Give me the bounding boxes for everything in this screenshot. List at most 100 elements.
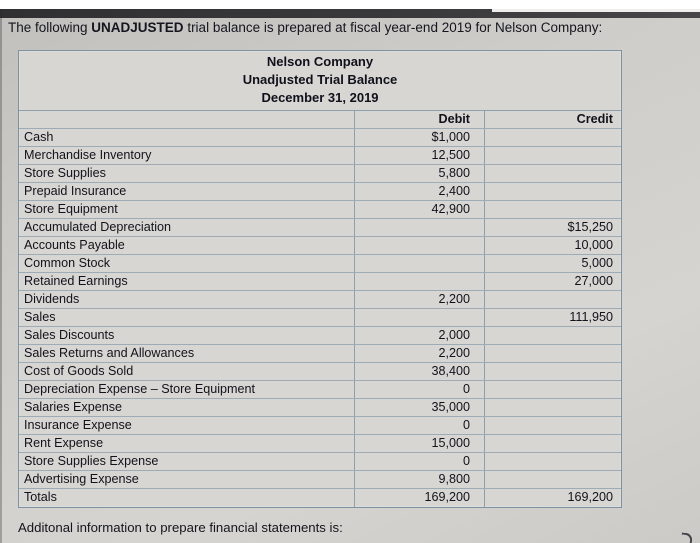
credit-cell bbox=[485, 435, 621, 452]
debit-cell bbox=[355, 219, 485, 236]
account-cell: Totals bbox=[19, 489, 355, 507]
account-cell: Depreciation Expense – Store Equipment bbox=[19, 381, 355, 398]
account-column-header bbox=[19, 111, 355, 128]
table-row: Dividends 2,200 bbox=[19, 291, 621, 309]
account-cell: Sales Returns and Allowances bbox=[19, 345, 355, 362]
table-row: Store Equipment 42,900 bbox=[19, 201, 621, 219]
credit-cell bbox=[485, 453, 621, 470]
debit-cell bbox=[355, 309, 485, 326]
debit-column-header: Debit bbox=[355, 111, 485, 128]
footer-text: Additonal information to prepare financi… bbox=[18, 520, 343, 535]
debit-cell bbox=[355, 237, 485, 254]
account-cell: Salaries Expense bbox=[19, 399, 355, 416]
account-cell: Merchandise Inventory bbox=[19, 147, 355, 164]
debit-cell: 2,000 bbox=[355, 327, 485, 344]
account-cell: Store Supplies bbox=[19, 165, 355, 182]
credit-cell: 10,000 bbox=[574, 238, 613, 252]
account-cell: Store Equipment bbox=[19, 201, 355, 218]
credit-cell bbox=[485, 399, 621, 416]
table-row: Retained Earnings 27,000 bbox=[19, 273, 621, 291]
table-row: Totals 169,200 169,200 bbox=[19, 489, 621, 507]
account-cell: Retained Earnings bbox=[19, 273, 355, 290]
debit-cell bbox=[355, 273, 485, 290]
photo-background: The following UNADJUSTED trial balance i… bbox=[0, 9, 700, 543]
credit-cell: 111,950 bbox=[569, 310, 613, 324]
debit-cell: 5,800 bbox=[355, 165, 485, 182]
table-row: Store Supplies 5,800 bbox=[19, 165, 621, 183]
debit-cell: 15,000 bbox=[355, 435, 485, 452]
credit-cell bbox=[485, 363, 621, 380]
account-cell: Prepaid Insurance bbox=[19, 183, 355, 200]
credit-cell: 27,000 bbox=[574, 274, 613, 288]
table-row: Merchandise Inventory 12,500 bbox=[19, 147, 621, 165]
photo-top-light-edge bbox=[492, 9, 700, 12]
debit-cell: 42,900 bbox=[355, 201, 485, 218]
debit-cell: 38,400 bbox=[355, 363, 485, 380]
statement-date: December 31, 2019 bbox=[261, 90, 379, 105]
account-cell: Accumulated Depreciation bbox=[19, 219, 355, 236]
table-row: Rent Expense 15,000 bbox=[19, 435, 621, 453]
debit-cell: 2,200 bbox=[355, 345, 485, 362]
account-cell: Sales Discounts bbox=[19, 327, 355, 344]
table-row: Cash $1,000 bbox=[19, 129, 621, 147]
credit-column-header: Credit bbox=[576, 112, 613, 126]
table-row: Insurance Expense 0 bbox=[19, 417, 621, 435]
credit-cell bbox=[485, 129, 621, 146]
credit-cell bbox=[485, 147, 621, 164]
intro-bold: UNADJUSTED bbox=[91, 20, 184, 35]
intro-suffix: trial balance is prepared at fiscal year… bbox=[183, 20, 603, 35]
column-header-row: Debit Credit bbox=[19, 111, 621, 129]
table-row: Cost of Goods Sold 38,400 bbox=[19, 363, 621, 381]
debit-cell: 0 bbox=[355, 453, 485, 470]
credit-cell bbox=[485, 165, 621, 182]
credit-cell bbox=[485, 201, 621, 218]
table-row: Prepaid Insurance 2,400 bbox=[19, 183, 621, 201]
debit-cell: 35,000 bbox=[355, 399, 485, 416]
credit-cell: $15,250 bbox=[567, 220, 613, 234]
account-cell: Sales bbox=[19, 309, 355, 326]
debit-cell: 0 bbox=[355, 381, 485, 398]
table-row: Sales 111,950 bbox=[19, 309, 621, 327]
table-row: Store Supplies Expense 0 bbox=[19, 453, 621, 471]
trial-balance-table: Nelson Company Unadjusted Trial Balance … bbox=[18, 50, 622, 508]
table-title-block: Nelson Company Unadjusted Trial Balance … bbox=[19, 51, 621, 111]
account-cell: Common Stock bbox=[19, 255, 355, 272]
account-cell: Accounts Payable bbox=[19, 237, 355, 254]
scribble-icon bbox=[680, 532, 693, 543]
credit-cell bbox=[485, 471, 621, 488]
credit-cell bbox=[485, 291, 621, 308]
table-row: Common Stock 5,000 bbox=[19, 255, 621, 273]
intro-prefix: The following bbox=[8, 20, 92, 35]
debit-cell: $1,000 bbox=[355, 129, 485, 146]
table-row: Accounts Payable 10,000 bbox=[19, 237, 621, 255]
credit-cell bbox=[485, 417, 621, 434]
table-row: Salaries Expense 35,000 bbox=[19, 399, 621, 417]
table-row: Depreciation Expense – Store Equipment 0 bbox=[19, 381, 621, 399]
company-name: Nelson Company bbox=[266, 54, 374, 69]
credit-cell: 5,000 bbox=[581, 256, 613, 270]
debit-cell: 2,400 bbox=[355, 183, 485, 200]
account-cell: Dividends bbox=[19, 291, 355, 308]
debit-cell: 9,800 bbox=[355, 471, 485, 488]
debit-cell: 169,200 bbox=[355, 489, 485, 507]
debit-cell: 0 bbox=[355, 417, 485, 434]
table-rows: Cash $1,000 Merchandise Inventory 12,500… bbox=[19, 129, 621, 507]
credit-cell bbox=[485, 327, 621, 344]
account-cell: Rent Expense bbox=[19, 435, 355, 452]
photo-top-edge bbox=[0, 9, 700, 18]
account-cell: Cost of Goods Sold bbox=[19, 363, 355, 380]
credit-cell: 169,200 bbox=[567, 490, 613, 504]
debit-cell bbox=[355, 255, 485, 272]
account-cell: Advertising Expense bbox=[19, 471, 355, 488]
account-cell: Store Supplies Expense bbox=[19, 453, 355, 470]
account-cell: Insurance Expense bbox=[19, 417, 355, 434]
debit-cell: 2,200 bbox=[355, 291, 485, 308]
table-row: Sales Discounts 2,000 bbox=[19, 327, 621, 345]
table-row: Sales Returns and Allowances 2,200 bbox=[19, 345, 621, 363]
credit-cell bbox=[485, 381, 621, 398]
statement-name: Unadjusted Trial Balance bbox=[242, 72, 398, 87]
photo-left-edge bbox=[0, 9, 2, 543]
table-row: Advertising Expense 9,800 bbox=[19, 471, 621, 489]
intro-text: The following UNADJUSTED trial balance i… bbox=[0, 9, 700, 37]
credit-cell bbox=[485, 345, 621, 362]
